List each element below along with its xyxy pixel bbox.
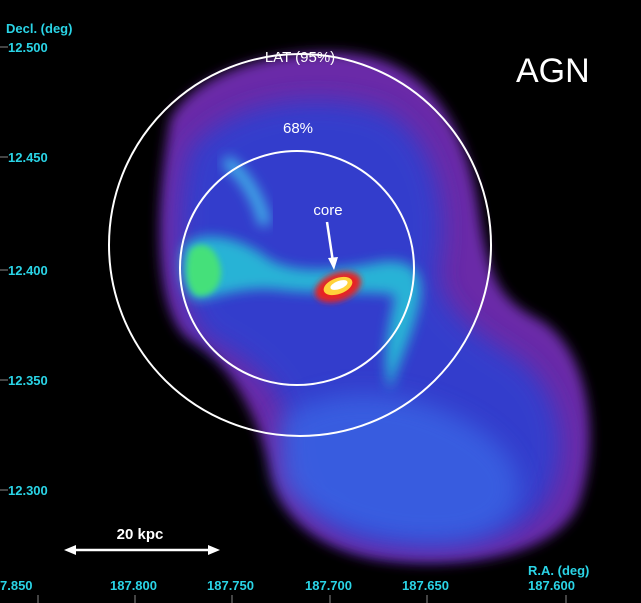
x-tick-label: 187.600 bbox=[528, 578, 575, 593]
page: Decl. (deg) 12.500 12.450 12.400 12.350 … bbox=[0, 0, 641, 603]
x-axis-title: R.A. (deg) bbox=[528, 563, 589, 578]
y-tick-label: 12.300 bbox=[8, 483, 48, 498]
figure-label: AGN bbox=[516, 52, 590, 90]
y-tick-label: 12.350 bbox=[8, 373, 48, 388]
y-tick-label: 12.500 bbox=[8, 40, 48, 55]
x-tick-label: 187.750 bbox=[207, 578, 254, 593]
figure: Decl. (deg) 12.500 12.450 12.400 12.350 … bbox=[0, 0, 641, 603]
x-tick-label: 187.700 bbox=[305, 578, 352, 593]
y-tick-label: 12.450 bbox=[8, 150, 48, 165]
y-axis-title: Decl. (deg) bbox=[6, 21, 72, 36]
scale-bar-label: 20 kpc bbox=[117, 526, 164, 543]
y-tick-label: 12.400 bbox=[8, 263, 48, 278]
outer-circle-label: LAT (95%) bbox=[265, 49, 335, 66]
x-tick-label: 187.650 bbox=[402, 578, 449, 593]
core-label: core bbox=[313, 202, 342, 219]
x-tick-label: 7.850 bbox=[0, 578, 33, 593]
x-tick-label: 187.800 bbox=[110, 578, 157, 593]
inner-circle-label: 68% bbox=[283, 120, 313, 137]
